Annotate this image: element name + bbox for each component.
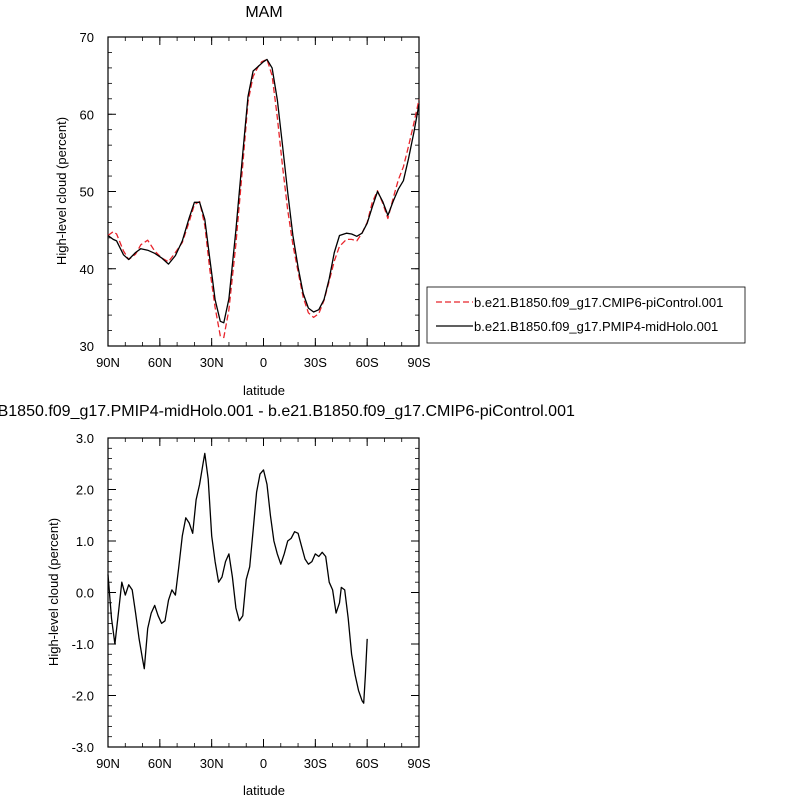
panel-2-x-axis-label: latitude: [243, 783, 285, 798]
y-tick-label: 40: [80, 262, 94, 277]
x-tick-label: 90N: [96, 756, 120, 771]
series-line-1: [107, 58, 420, 324]
panel-2: b.e21.B1850.f09_g17.PMIP4-midHolo.001 - …: [0, 403, 575, 798]
x-tick-label: 60S: [356, 355, 379, 370]
legend-label-picontrol: b.e21.B1850.f09_g17.CMIP6-piControl.001: [474, 295, 723, 310]
panel-2-plot-frame: [107, 437, 420, 748]
panel-2-y-axis-label: High-level cloud (percent): [46, 518, 61, 666]
x-tick-label: 60N: [148, 355, 172, 370]
panel-2-x-ticks: 90N 60N 30N 0 30S 60S 90S: [96, 438, 431, 771]
y-tick-label: 70: [80, 30, 94, 45]
series-line-0: [107, 452, 368, 704]
x-tick-label: 60S: [356, 756, 379, 771]
x-tick-label: 60N: [148, 756, 172, 771]
y-tick-label: 1.0: [76, 534, 94, 549]
x-tick-label: 30N: [200, 756, 224, 771]
x-tick-label: 30N: [200, 355, 224, 370]
series-line-0: [107, 58, 420, 339]
y-tick-label: 50: [80, 185, 94, 200]
panel-1-y-axis-label: High-level cloud (percent): [54, 117, 69, 265]
panel-2-title: b.e21.B1850.f09_g17.PMIP4-midHolo.001 - …: [0, 403, 575, 420]
panel-1-x-axis-label: latitude: [243, 383, 285, 398]
y-tick-label: 0.0: [76, 586, 94, 601]
x-tick-label: 90N: [96, 355, 120, 370]
y-tick-label: -1.0: [72, 637, 94, 652]
y-tick-label: -3.0: [72, 740, 94, 755]
panel-1-x-ticks: 90N 60N 30N 0 30S 60S 90S: [96, 37, 431, 370]
panel-1-title: MAM: [245, 4, 282, 21]
panel-2-y-ticks: -3.0 -2.0 -1.0 0.0 1.0 2.0 3.0: [72, 431, 419, 755]
y-tick-label: 3.0: [76, 431, 94, 446]
legend-label-midholo: b.e21.B1850.f09_g17.PMIP4-midHolo.001: [474, 319, 718, 334]
panel-2-series: [107, 452, 368, 704]
y-tick-label: -2.0: [72, 689, 94, 704]
y-tick-label: 30: [80, 339, 94, 354]
x-tick-label: 0: [260, 756, 267, 771]
x-tick-label: 30S: [304, 756, 327, 771]
panel-1-y-ticks: 30 40 50 60 70: [80, 30, 419, 354]
x-tick-label: 30S: [304, 355, 327, 370]
panel-1: MAM 90N 60N 30N 0 30S 60S 90S 30 40 50 60 70 latit…: [54, 4, 431, 398]
panel-1-series: [107, 58, 420, 339]
x-tick-label: 90S: [407, 355, 430, 370]
y-tick-label: 2.0: [76, 483, 94, 498]
legend-box: [426, 286, 746, 344]
x-tick-label: 0: [260, 355, 267, 370]
y-tick-label: 60: [80, 107, 94, 122]
x-tick-label: 90S: [407, 756, 430, 771]
legend: b.e21.B1850.f09_g17.CMIP6-piControl.001 …: [426, 286, 746, 344]
panel-1-plot-frame: [107, 36, 420, 347]
